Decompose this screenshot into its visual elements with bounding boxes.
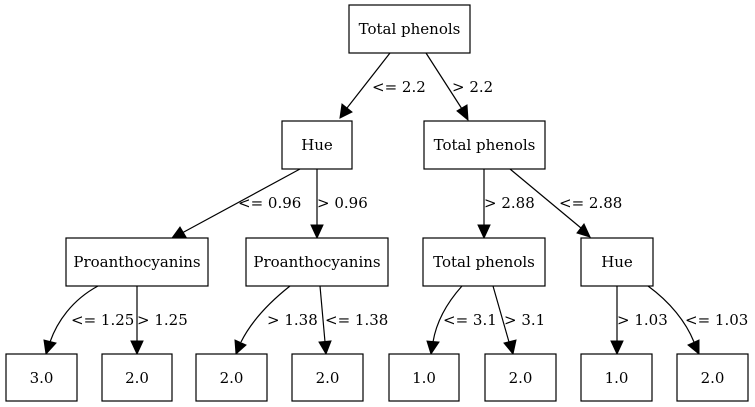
node-root-total-phenols: Total phenols (348, 4, 471, 54)
leaf-2-0-e: 2.0 (676, 353, 749, 402)
edge-hue-to-proanthocyanins-left: <= 0.96 (170, 168, 301, 239)
edge-root-to-total-phenols: > 2.2 (425, 52, 493, 122)
leaf-label: 2.0 (316, 369, 340, 387)
leaf-label: 1.0 (412, 369, 436, 387)
edge-label: <= 2.2 (372, 78, 426, 96)
nodes: Total phenols Hue Total phenols Proantho… (5, 4, 749, 402)
edge-label: > 3.1 (504, 311, 545, 329)
leaf-label: 3.0 (30, 369, 54, 387)
node-label: Proanthocyanins (73, 253, 200, 271)
node-total-phenols-lower: Total phenols (422, 237, 546, 287)
node-proanthocyanins-left: Proanthocyanins (65, 237, 209, 287)
edge-label: > 1.03 (617, 311, 668, 329)
edge-label: <= 0.96 (238, 194, 301, 212)
leaf-3-0: 3.0 (5, 353, 78, 402)
node-label: Total phenols (434, 136, 536, 154)
edge-total-phenols-to-leaf-2-0-d: > 3.1 (492, 285, 545, 356)
node-proanthocyanins-right: Proanthocyanins (245, 237, 389, 287)
edge-total-phenols-to-leaf-1-0-a: <= 3.1 (426, 285, 497, 356)
edge-total-phenols-to-hue: <= 2.88 (509, 168, 622, 238)
node-label: Hue (601, 253, 633, 271)
node-hue-lower: Hue (580, 237, 654, 287)
edge-label: > 2.2 (452, 78, 493, 96)
edge-root-to-hue: <= 2.2 (339, 52, 426, 119)
node-label: Total phenols (433, 253, 535, 271)
edge-label: <= 1.25 (71, 311, 134, 329)
edge-label: > 1.38 (267, 311, 318, 329)
node-label: Total phenols (359, 20, 461, 38)
leaf-2-0-a: 2.0 (101, 353, 173, 402)
leaf-label: 2.0 (509, 369, 533, 387)
edge-proanthocyanins-to-leaf-2-0-b: > 1.38 (234, 285, 318, 356)
edge-label: <= 1.03 (685, 311, 748, 329)
node-total-phenols: Total phenols (423, 120, 546, 170)
edge-label: > 0.96 (317, 194, 368, 212)
edge-label: <= 3.1 (443, 311, 497, 329)
edge-label: <= 1.38 (325, 311, 388, 329)
node-label: Proanthocyanins (253, 253, 380, 271)
leaf-1-0-b: 1.0 (580, 353, 653, 402)
edge-hue-to-leaf-2-0-e: <= 1.03 (647, 285, 748, 356)
edge-label: > 1.25 (137, 311, 188, 329)
edge-label: <= 2.88 (559, 194, 622, 212)
edges: <= 2.2 > 2.2 <= 0.96 > 0.96 > 2.88 <= 2.… (43, 52, 748, 356)
edge-label: > 2.88 (484, 194, 535, 212)
leaf-label: 2.0 (701, 369, 725, 387)
edge-hue-to-proanthocyanins-right: > 0.96 (310, 169, 368, 240)
leaf-1-0-a: 1.0 (388, 353, 460, 402)
edge-hue-to-leaf-1-0-b: > 1.03 (610, 286, 668, 356)
node-hue: Hue (281, 120, 353, 170)
leaf-2-0-c: 2.0 (291, 353, 364, 402)
edge-proanthocyanins-to-leaf-2-0-c: <= 1.38 (318, 285, 388, 356)
leaf-2-0-d: 2.0 (484, 353, 557, 402)
leaf-label: 2.0 (125, 369, 149, 387)
leaf-label: 2.0 (220, 369, 244, 387)
edge-total-phenols-to-total-phenols: > 2.88 (477, 169, 535, 240)
node-label: Hue (301, 136, 333, 154)
edge-proanthocyanins-to-leaf-2-0-a: > 1.25 (130, 286, 188, 356)
leaf-2-0-b: 2.0 (195, 353, 268, 402)
edge-proanthocyanins-to-leaf-3-0: <= 1.25 (43, 285, 134, 356)
leaf-label: 1.0 (605, 369, 629, 387)
